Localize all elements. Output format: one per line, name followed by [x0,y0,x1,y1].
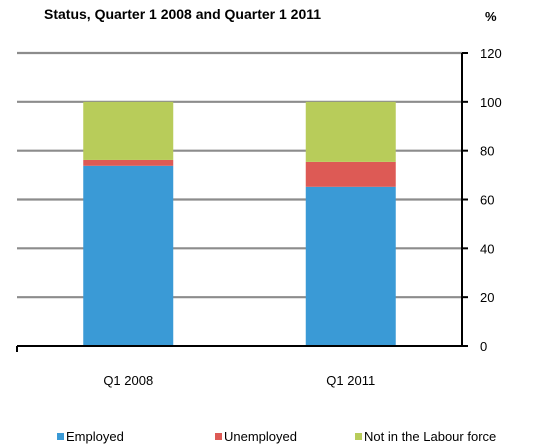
y-tick-label: 60 [480,193,494,208]
bar-segment-not-in-the-labour-force [305,101,396,162]
chart-title: Status, Quarter 1 2008 and Quarter 1 201… [44,6,321,22]
x-category-label: Q1 2011 [326,373,375,388]
bar-segment-employed [305,186,396,346]
x-category-labels: Q1 2008 Q1 2011 [103,373,375,388]
y-tick-label: 80 [480,144,494,159]
legend-swatch [57,433,64,440]
y-tick-label: 20 [480,290,494,305]
legend: Employed Unemployed Not in the Labour forc… [57,429,496,444]
y-axis-unit-label: % [485,9,497,24]
axes [16,52,468,352]
legend-swatch [215,433,222,440]
y-tick-label: 120 [480,46,502,61]
x-category-label: Q1 2008 [103,373,153,388]
y-tick-label: 100 [480,95,502,110]
bar-segment-unemployed [305,161,396,187]
bar-segment-employed [83,165,174,346]
legend-label: Unemployed [224,429,297,444]
legend-label: Not in the Labour force [364,429,496,444]
y-tick-labels: 0 20 40 60 80 100 120 [480,46,502,354]
legend-swatch [355,433,362,440]
y-tick-label: 40 [480,241,494,256]
bar-segment-not-in-the-labour-force [83,101,174,160]
y-tick-label: 0 [480,339,487,354]
legend-label: Employed [66,429,124,444]
bar-segment-unemployed [83,159,174,166]
bars [83,101,396,346]
